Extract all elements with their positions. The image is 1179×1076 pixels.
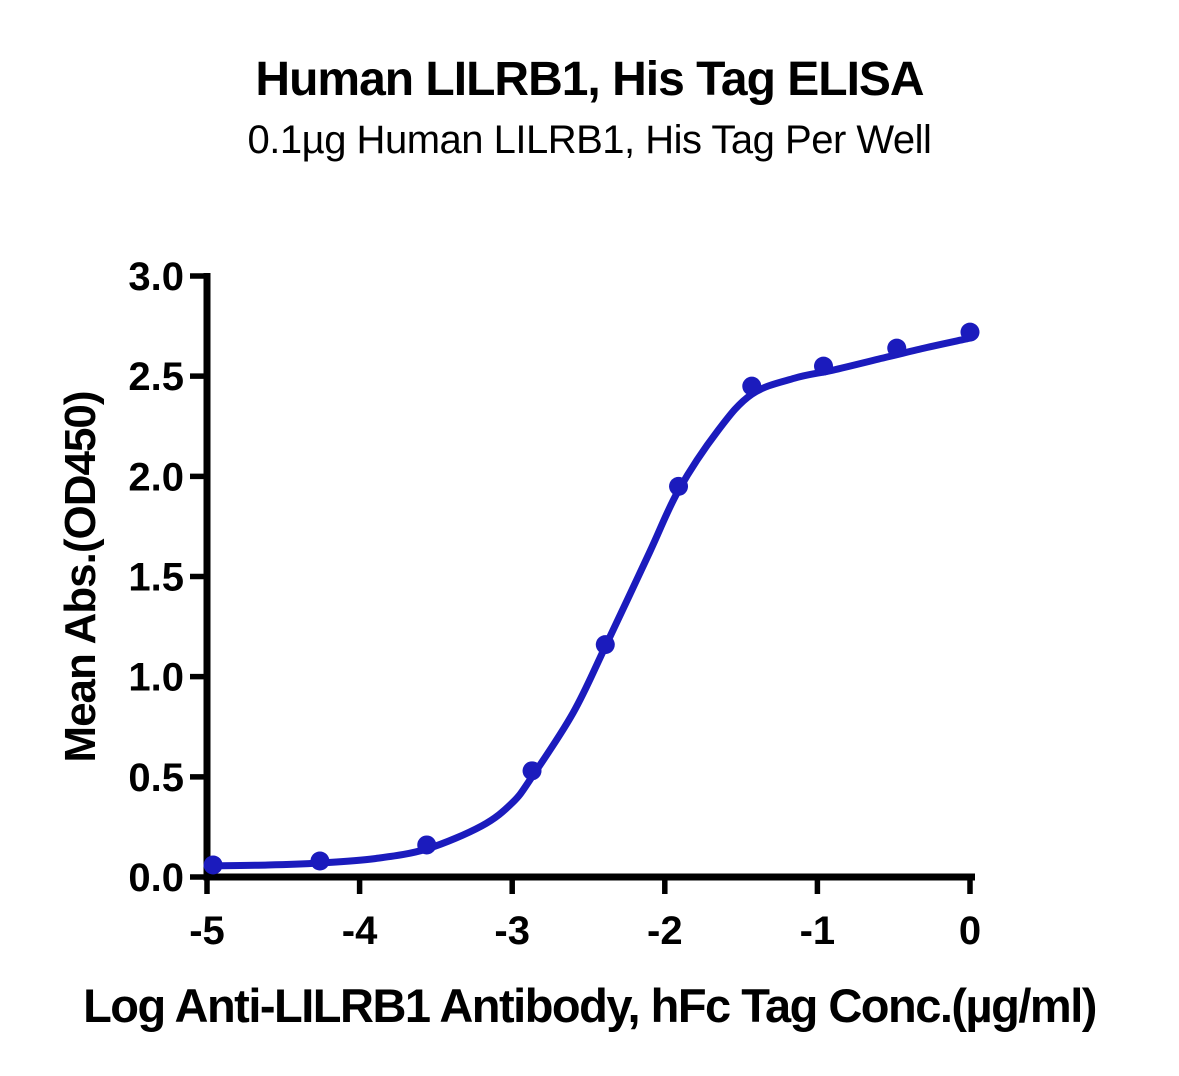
- x-tick-label: 0: [959, 909, 981, 953]
- x-tick-label: -3: [494, 909, 530, 953]
- dose-response-fit-curve: [203, 334, 974, 870]
- x-tick-label: -2: [647, 909, 683, 953]
- y-tick-label: 1.5: [128, 556, 184, 600]
- data-point-marker: [814, 356, 834, 376]
- y-tick-label: 1.0: [128, 656, 184, 700]
- data-point-marker: [203, 855, 223, 875]
- x-tick-label: -5: [189, 909, 225, 953]
- data-point-marker: [310, 851, 330, 871]
- chart-title: Human LILRB1, His Tag ELISA: [255, 53, 924, 106]
- y-tick-label: 3.0: [128, 255, 184, 299]
- data-point-marker: [595, 635, 615, 655]
- y-tick-label: 0.5: [128, 756, 184, 800]
- chart-subtitle: 0.1µg Human LILRB1, His Tag Per Well: [247, 118, 932, 162]
- x-tick-label: -4: [342, 909, 378, 953]
- data-point-marker: [669, 476, 689, 496]
- data-point-marker: [522, 761, 542, 781]
- y-tick-label: 2.0: [128, 455, 184, 499]
- data-point-marker: [417, 835, 437, 855]
- y-axis-title: Mean Abs.(OD450): [56, 391, 105, 763]
- y-tick-label: 0.0: [128, 856, 184, 900]
- y-tick-label: 2.5: [128, 355, 184, 399]
- data-point-marker: [960, 322, 980, 342]
- data-point-marker: [887, 338, 907, 358]
- data-point-marker: [742, 376, 762, 396]
- x-tick-label: -1: [800, 909, 836, 953]
- x-axis-title: Log Anti-LILRB1 Antibody, hFc Tag Conc.(…: [83, 979, 1097, 1032]
